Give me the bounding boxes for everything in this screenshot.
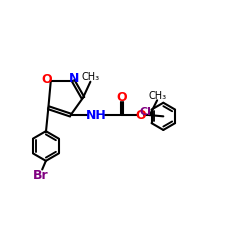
Text: O: O: [135, 108, 146, 122]
Text: O: O: [116, 91, 126, 104]
Text: CH₃: CH₃: [148, 91, 166, 101]
Text: N: N: [69, 72, 80, 85]
Text: CH₃: CH₃: [81, 72, 100, 82]
Text: Br: Br: [33, 169, 49, 182]
Text: O: O: [42, 73, 52, 86]
Text: Cl: Cl: [140, 107, 151, 117]
Text: NH: NH: [86, 108, 107, 122]
